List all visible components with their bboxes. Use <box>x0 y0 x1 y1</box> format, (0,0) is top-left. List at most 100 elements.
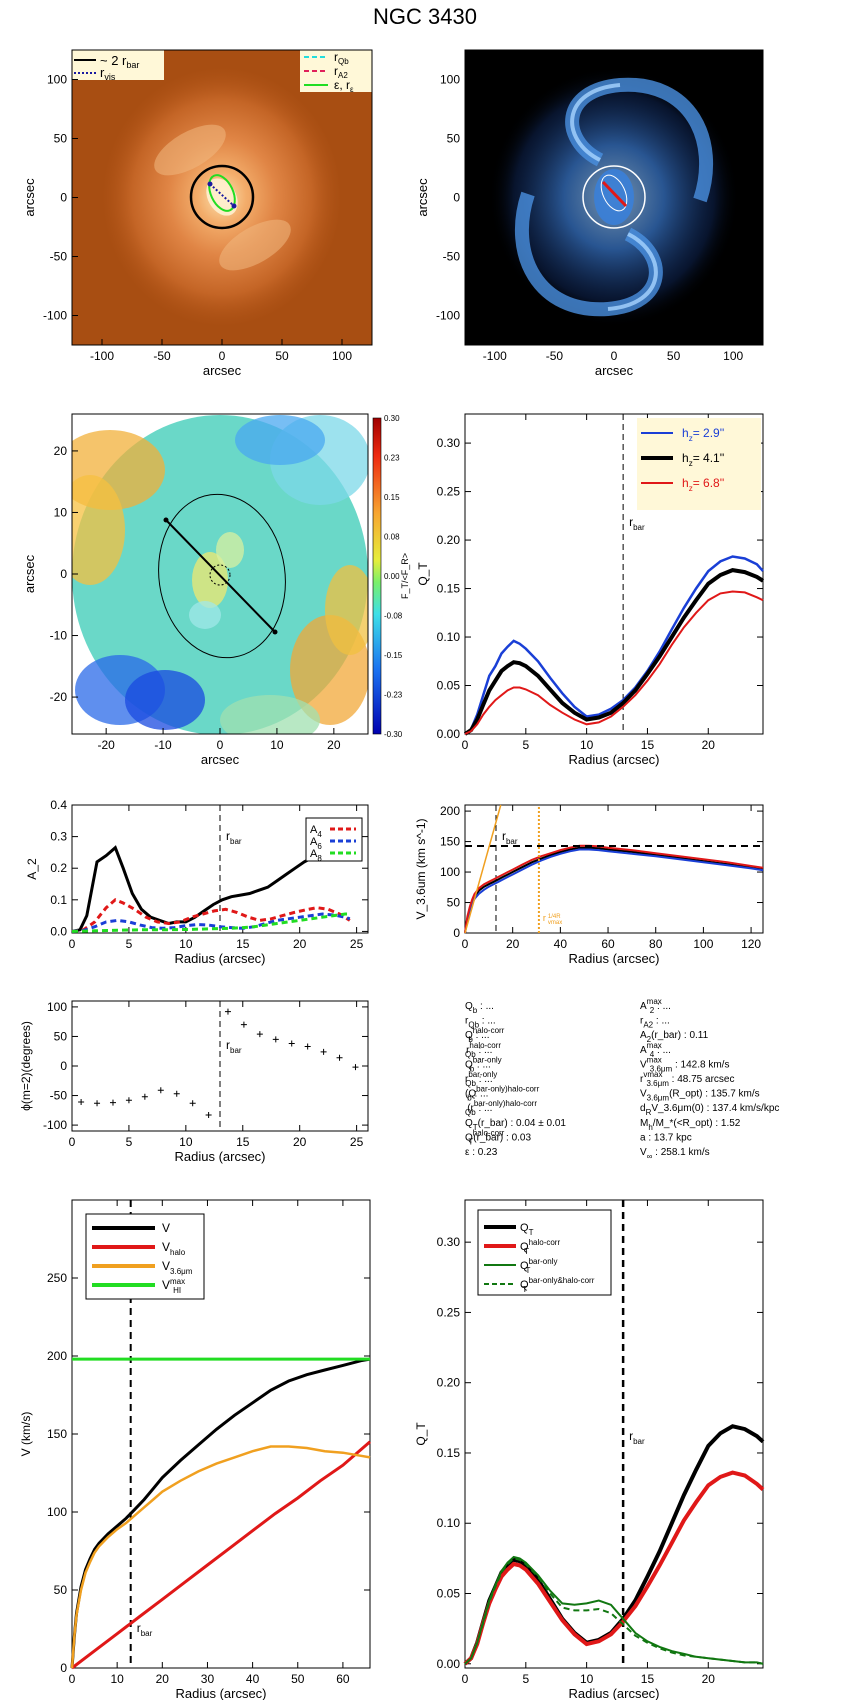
x-tick-label: 100 <box>723 349 743 363</box>
y-tick-label: 0 <box>60 567 67 581</box>
series-line-4 <box>464 1557 764 1665</box>
spiral-arm <box>607 232 658 311</box>
y-axis-label: A_2 <box>25 858 39 880</box>
y-tick-label: 200 <box>47 1349 67 1363</box>
y-tick-label: 0.15 <box>437 582 461 596</box>
series-line-1 <box>464 555 764 735</box>
x-tick-label: 5 <box>522 1672 529 1686</box>
chart-qt-halo-corrected: 0 5 10 15 20 0.00 0.05 0.10 0.15 0.20 0.25 0.30 Radi… <box>414 1199 765 1700</box>
y-tick-label: 0.25 <box>437 485 461 499</box>
y-tick-label: 0.15 <box>437 1446 461 1460</box>
axis-frame <box>464 1199 764 1669</box>
series-line-3 <box>464 1555 764 1665</box>
data-point <box>304 1043 311 1050</box>
legend-label: Qhalo-corr T <box>520 1238 560 1256</box>
chart-qt-profiles: 0 5 10 15 20 0.00 0.05 0.10 0.15 0.20 0.25 0.30 Radi… <box>416 413 765 767</box>
bar-endpoint <box>272 629 278 635</box>
series-line-2 <box>464 848 764 934</box>
rvis-line <box>209 183 235 207</box>
param-left: ε : 0.23 <box>465 1147 498 1158</box>
y-tick-label: -100 <box>43 309 67 323</box>
bar-ellipse <box>600 174 628 212</box>
x-tick-label: 40 <box>554 937 568 951</box>
rbar-label: rbar <box>629 515 645 532</box>
x-tick-label: 10 <box>580 738 594 752</box>
series-line-2 <box>463 568 765 736</box>
data-point <box>173 1090 180 1097</box>
y-tick-label: -20 <box>50 690 68 704</box>
y-tick-label: 100 <box>440 73 460 87</box>
series-line-2 <box>463 1470 765 1666</box>
galaxy-arm <box>219 219 291 271</box>
x-tick-label: 60 <box>601 937 615 951</box>
chart-phase: 0 5 10 15 20 25 100 50 0 -50 -100 Radius (arcsec) ϕ(… <box>19 1000 369 1164</box>
series-line-3 <box>464 590 764 735</box>
series-line-3 <box>71 912 351 933</box>
y-tick-label: 0.05 <box>437 1587 461 1601</box>
colorbar <box>372 417 382 735</box>
x-tick-label: 0 <box>462 937 469 951</box>
x-tick-label: 20 <box>702 738 716 752</box>
data-point <box>125 1097 132 1104</box>
legend-label: hz= 6.8'' <box>682 476 724 493</box>
x-tick-label: 60 <box>336 1672 350 1686</box>
x-tick-label: 20 <box>293 937 307 951</box>
x-tick-label: 40 <box>246 1672 260 1686</box>
force-map-region <box>192 552 228 608</box>
colorbar-tick-label: 0.00 <box>384 572 400 581</box>
data-point <box>352 1064 359 1071</box>
y-tick-label: 100 <box>47 1000 67 1014</box>
rvis-endpoint <box>231 203 237 209</box>
y-tick-label: 0 <box>60 1661 67 1675</box>
y-tick-label: 50 <box>54 132 68 146</box>
chart-velocity-decomposition: 0 10 20 30 40 50 60 0 50 100 150 200 250 Radius (arcs… <box>19 1199 371 1700</box>
x-tick-label: 30 <box>201 1672 215 1686</box>
y-tick-label: 10 <box>54 505 68 519</box>
x-tick-label: 10 <box>179 937 193 951</box>
colorbar-tick-label: 0.23 <box>384 454 400 463</box>
y-tick-label: 0.25 <box>437 1305 461 1319</box>
bar-major-axis <box>601 180 628 208</box>
axis-frame <box>464 804 764 934</box>
force-map-region <box>72 475 125 585</box>
x-tick-label: 0 <box>69 1672 76 1686</box>
y-tick-label: 200 <box>440 804 460 818</box>
x-tick-label: 0 <box>69 1135 76 1149</box>
y-tick-label: 150 <box>47 1427 67 1441</box>
y-tick-label: 0 <box>453 191 460 205</box>
rvmax-label-sup: 1/4R <box>548 914 561 920</box>
data-point <box>224 1008 231 1015</box>
legend-label: A8 <box>310 848 322 863</box>
x-tick-label: 20 <box>293 1135 307 1149</box>
axes-c: -20 -10 0 10 20 20 10 0 -10 -20 arcsec arcsec <box>22 413 369 767</box>
y-tick-label: 150 <box>440 835 460 849</box>
y-tick-label: -10 <box>50 629 68 643</box>
y-axis-label: Q_T <box>414 1422 428 1446</box>
legend-label: Vmax HI <box>162 1277 185 1295</box>
colorbar-label: F_T/<F_R> <box>400 553 410 599</box>
galaxy-arm <box>154 124 226 176</box>
rvmax-label: r <box>543 913 546 923</box>
series-line-1 <box>464 846 764 934</box>
series-line-3 <box>70 1445 371 1669</box>
x-tick-label: 5 <box>126 937 133 951</box>
figure-title: NGC 3430 <box>373 4 477 29</box>
x-tick-label: 15 <box>236 937 250 951</box>
series-line-1 <box>463 1424 765 1666</box>
x-tick-label: 25 <box>350 1135 364 1149</box>
x-axis-label: Radius (arcsec) <box>175 1686 266 1700</box>
series-line-1 <box>71 845 350 933</box>
colorbar-ticks: 0.30 0.23 0.15 0.08 0.00 -0.08 -0.15 -0.23 -0.30 <box>384 414 403 739</box>
two-rbar-circle <box>189 164 255 230</box>
y-tick-label: 100 <box>47 73 67 87</box>
colorbar-tick-label: 0.08 <box>384 533 400 542</box>
colorbar-tick-label: -0.30 <box>384 730 403 739</box>
series-line-1 <box>70 1357 371 1669</box>
x-tick-label: 25 <box>350 937 364 951</box>
colorbar-tick-label: 0.30 <box>384 414 400 423</box>
param-left: Qbar-only b : ... <box>465 1055 502 1073</box>
legend-rqb-label: rQb <box>334 50 349 66</box>
y-tick-label: 50 <box>54 1029 68 1043</box>
legend-label: Vhalo <box>162 1240 186 1257</box>
y-axis-label: V (km/s) <box>19 1412 33 1457</box>
